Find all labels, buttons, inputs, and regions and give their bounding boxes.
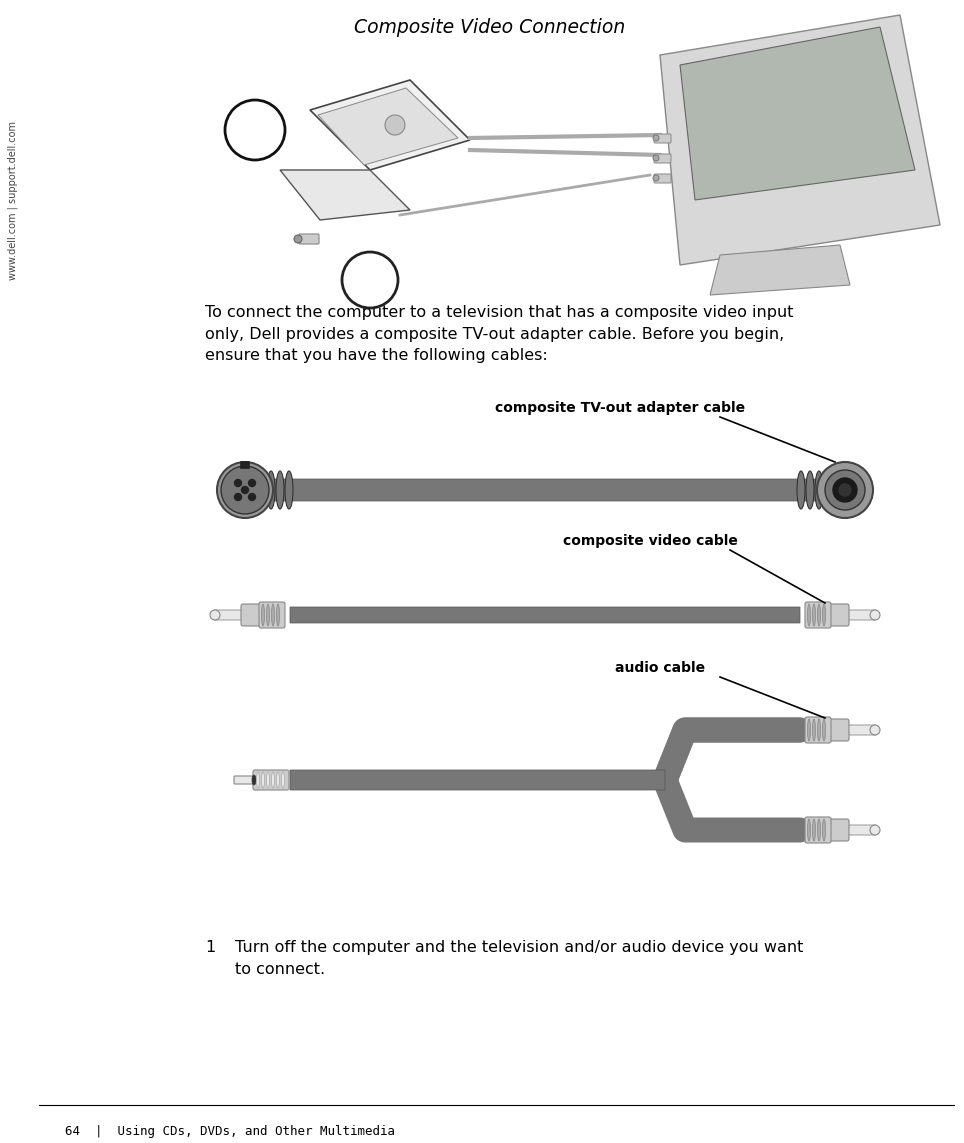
Text: +: + [247, 133, 258, 147]
FancyBboxPatch shape [805, 717, 831, 743]
Polygon shape [660, 15, 940, 265]
Text: composite TV-out adapter cable: composite TV-out adapter cable [495, 401, 745, 415]
Polygon shape [680, 27, 915, 200]
Ellipse shape [281, 772, 284, 788]
Ellipse shape [266, 604, 270, 626]
Circle shape [379, 279, 391, 291]
Ellipse shape [817, 604, 820, 626]
Ellipse shape [252, 775, 256, 785]
Ellipse shape [817, 820, 820, 841]
FancyBboxPatch shape [844, 725, 876, 735]
Ellipse shape [815, 471, 823, 509]
Ellipse shape [266, 772, 270, 788]
Circle shape [833, 478, 857, 502]
Ellipse shape [806, 471, 814, 509]
Circle shape [210, 610, 220, 620]
FancyBboxPatch shape [844, 610, 876, 620]
Ellipse shape [285, 471, 293, 509]
Ellipse shape [797, 471, 805, 509]
FancyBboxPatch shape [214, 610, 246, 620]
FancyBboxPatch shape [290, 770, 665, 790]
Text: 1: 1 [205, 940, 215, 956]
Circle shape [225, 99, 285, 160]
Circle shape [242, 487, 249, 494]
Ellipse shape [256, 772, 259, 788]
FancyBboxPatch shape [823, 604, 849, 626]
FancyBboxPatch shape [240, 462, 250, 469]
Circle shape [249, 494, 255, 501]
Ellipse shape [817, 719, 820, 741]
FancyBboxPatch shape [241, 604, 267, 626]
FancyBboxPatch shape [654, 134, 671, 143]
FancyBboxPatch shape [805, 602, 831, 628]
Circle shape [221, 466, 269, 514]
Ellipse shape [261, 772, 264, 788]
FancyBboxPatch shape [823, 719, 849, 741]
Text: 64  |  Using CDs, DVDs, and Other Multimedia: 64 | Using CDs, DVDs, and Other Multimed… [65, 1125, 395, 1138]
Circle shape [234, 494, 242, 501]
Ellipse shape [808, 604, 811, 626]
Circle shape [217, 462, 273, 518]
Circle shape [249, 480, 255, 487]
Text: Turn off the computer and the television and/or audio device you want
to connect: Turn off the computer and the television… [235, 940, 803, 976]
Circle shape [870, 725, 880, 735]
Circle shape [825, 470, 865, 510]
Circle shape [385, 115, 405, 135]
Ellipse shape [272, 772, 275, 788]
Ellipse shape [261, 604, 264, 626]
Circle shape [234, 480, 242, 487]
Circle shape [342, 251, 398, 307]
Text: Composite Video Connection: Composite Video Connection [355, 18, 626, 37]
FancyBboxPatch shape [823, 820, 849, 841]
Ellipse shape [813, 604, 816, 626]
Text: To connect the computer to a television that has a composite video input
only, D: To connect the computer to a television … [205, 305, 793, 363]
Polygon shape [318, 88, 458, 165]
Circle shape [653, 135, 659, 141]
Circle shape [349, 279, 361, 291]
FancyBboxPatch shape [259, 602, 285, 628]
Ellipse shape [277, 604, 280, 626]
Polygon shape [280, 170, 410, 219]
FancyBboxPatch shape [654, 154, 671, 163]
Ellipse shape [822, 719, 825, 741]
Ellipse shape [822, 604, 825, 626]
Ellipse shape [822, 820, 825, 841]
FancyBboxPatch shape [844, 825, 876, 836]
Polygon shape [310, 80, 470, 170]
Circle shape [870, 610, 880, 620]
Circle shape [839, 483, 851, 496]
FancyBboxPatch shape [299, 234, 319, 243]
Ellipse shape [808, 719, 811, 741]
Circle shape [870, 825, 880, 836]
FancyBboxPatch shape [234, 776, 256, 784]
FancyBboxPatch shape [253, 770, 289, 790]
Text: audio cable: audio cable [615, 661, 705, 676]
Text: www.dell.com | support.dell.com: www.dell.com | support.dell.com [8, 120, 18, 280]
Circle shape [653, 155, 659, 161]
Ellipse shape [277, 772, 280, 788]
Circle shape [653, 175, 659, 181]
Ellipse shape [813, 820, 816, 841]
FancyBboxPatch shape [290, 607, 800, 623]
Ellipse shape [276, 471, 284, 509]
Ellipse shape [267, 471, 275, 509]
Polygon shape [710, 245, 850, 295]
Text: composite video cable: composite video cable [563, 534, 737, 547]
FancyBboxPatch shape [805, 817, 831, 844]
FancyBboxPatch shape [270, 479, 820, 501]
Ellipse shape [813, 719, 816, 741]
Ellipse shape [272, 604, 275, 626]
Circle shape [817, 462, 873, 518]
Circle shape [294, 235, 302, 243]
Text: G: G [245, 115, 261, 134]
Ellipse shape [808, 820, 811, 841]
FancyBboxPatch shape [654, 174, 671, 183]
